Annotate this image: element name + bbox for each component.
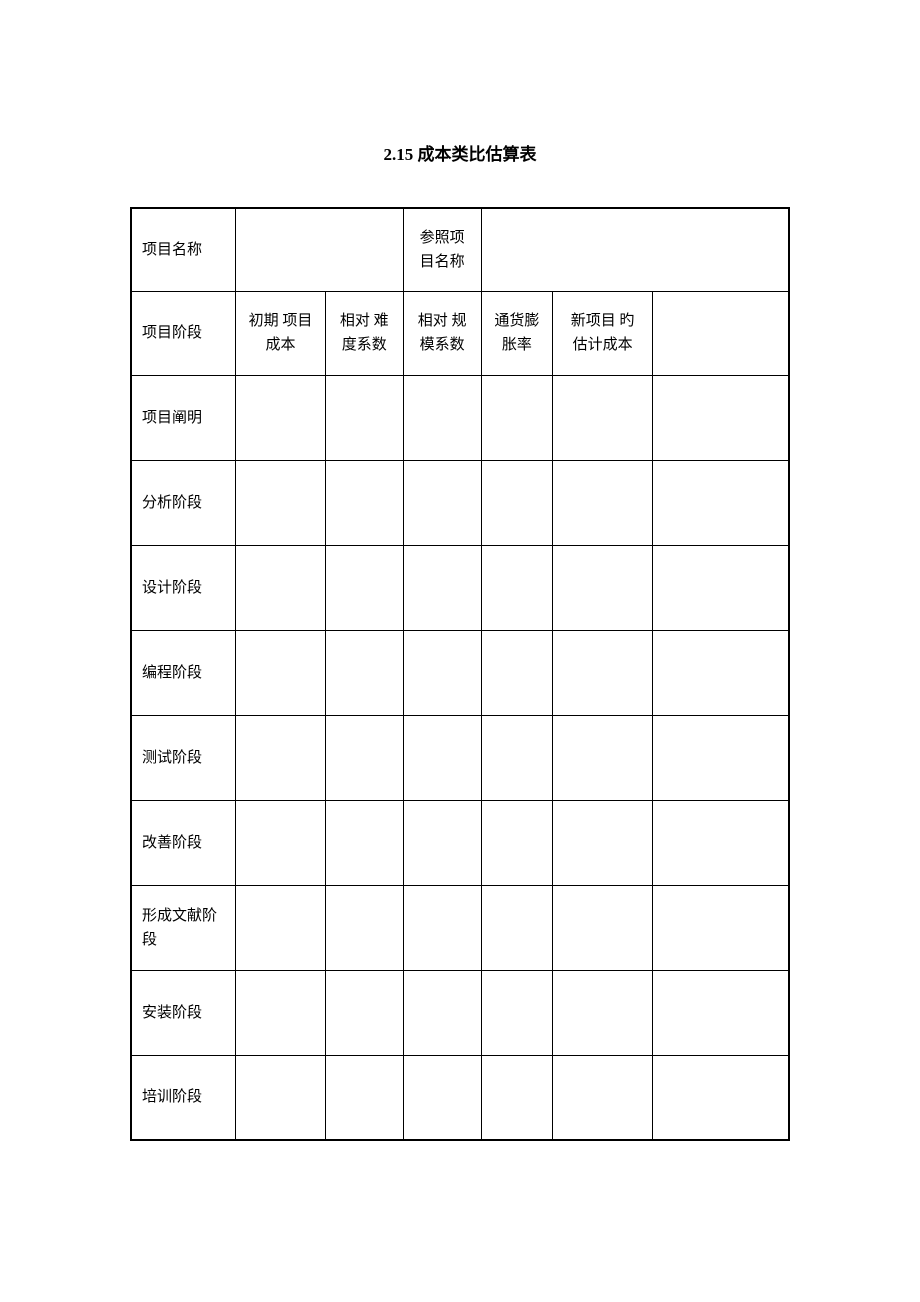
cell-blank: [653, 885, 789, 970]
cell-inflation: [481, 630, 553, 715]
cell-new-cost: [553, 1055, 653, 1140]
cell-initial-cost: [236, 1055, 326, 1140]
cell-blank: [653, 375, 789, 460]
cell-inflation: [481, 970, 553, 1055]
cell-blank: [653, 460, 789, 545]
cell-scale: [403, 375, 481, 460]
cell-blank: [653, 1055, 789, 1140]
cell-scale: [403, 970, 481, 1055]
table-subheader-row: 项目阶段 初期 项目成本 相对 难度系数 相对 规模系数 通货膨胀率 新项目 旳…: [131, 291, 789, 375]
col-header-scale: 相对 规模系数: [403, 291, 481, 375]
document-page: 2.15 成本类比估算表 项目名称 参照项目名称 项目阶段 初期 项目成本 相对…: [0, 0, 920, 1141]
col-header-new-cost: 新项目 旳估计成本: [553, 291, 653, 375]
table-row: 安装阶段: [131, 970, 789, 1055]
cell-initial-cost: [236, 375, 326, 460]
col-header-phase: 项目阶段: [131, 291, 236, 375]
table-header-row: 项目名称 参照项目名称: [131, 208, 789, 291]
row-label: 改善阶段: [131, 800, 236, 885]
col-header-initial-cost: 初期 项目成本: [236, 291, 326, 375]
cell-scale: [403, 715, 481, 800]
cell-inflation: [481, 715, 553, 800]
cell-difficulty: [325, 970, 403, 1055]
table-row: 编程阶段: [131, 630, 789, 715]
cell-blank: [653, 715, 789, 800]
cell-scale: [403, 630, 481, 715]
cell-new-cost: [553, 460, 653, 545]
row-label: 测试阶段: [131, 715, 236, 800]
cell-difficulty: [325, 885, 403, 970]
table-row: 形成文献阶段: [131, 885, 789, 970]
cell-scale: [403, 800, 481, 885]
col-header-difficulty: 相对 难度系数: [325, 291, 403, 375]
cell-difficulty: [325, 545, 403, 630]
row-label: 编程阶段: [131, 630, 236, 715]
table-row: 培训阶段: [131, 1055, 789, 1140]
col-header-inflation: 通货膨胀率: [481, 291, 553, 375]
row-label: 培训阶段: [131, 1055, 236, 1140]
cell-inflation: [481, 375, 553, 460]
cell-new-cost: [553, 715, 653, 800]
cell-new-cost: [553, 800, 653, 885]
row-label: 设计阶段: [131, 545, 236, 630]
col-header-blank: [653, 291, 789, 375]
cell-inflation: [481, 545, 553, 630]
cell-initial-cost: [236, 885, 326, 970]
page-title: 2.15 成本类比估算表: [130, 140, 790, 165]
cell-initial-cost: [236, 970, 326, 1055]
cell-inflation: [481, 460, 553, 545]
row-label: 安装阶段: [131, 970, 236, 1055]
cell-scale: [403, 885, 481, 970]
cell-inflation: [481, 800, 553, 885]
project-name-label: 项目名称: [131, 208, 236, 291]
row-label: 项目阐明: [131, 375, 236, 460]
cell-scale: [403, 1055, 481, 1140]
cell-blank: [653, 800, 789, 885]
table-row: 改善阶段: [131, 800, 789, 885]
row-label: 分析阶段: [131, 460, 236, 545]
reference-project-label: 参照项目名称: [403, 208, 481, 291]
table-row: 分析阶段: [131, 460, 789, 545]
cell-initial-cost: [236, 800, 326, 885]
project-name-value: [236, 208, 404, 291]
cell-difficulty: [325, 375, 403, 460]
table-row: 测试阶段: [131, 715, 789, 800]
cell-blank: [653, 970, 789, 1055]
cell-difficulty: [325, 800, 403, 885]
cell-new-cost: [553, 970, 653, 1055]
cell-inflation: [481, 885, 553, 970]
cell-difficulty: [325, 630, 403, 715]
cell-initial-cost: [236, 715, 326, 800]
table-row: 设计阶段: [131, 545, 789, 630]
cell-blank: [653, 630, 789, 715]
cell-scale: [403, 460, 481, 545]
cell-new-cost: [553, 375, 653, 460]
row-label: 形成文献阶段: [131, 885, 236, 970]
table-row: 项目阐明: [131, 375, 789, 460]
cost-estimate-table: 项目名称 参照项目名称 项目阶段 初期 项目成本 相对 难度系数 相对 规模系数…: [130, 207, 790, 1141]
cell-initial-cost: [236, 460, 326, 545]
cell-difficulty: [325, 460, 403, 545]
cell-new-cost: [553, 545, 653, 630]
cell-scale: [403, 545, 481, 630]
cell-inflation: [481, 1055, 553, 1140]
cell-blank: [653, 545, 789, 630]
cell-new-cost: [553, 630, 653, 715]
cell-initial-cost: [236, 630, 326, 715]
reference-project-value: [481, 208, 789, 291]
cell-new-cost: [553, 885, 653, 970]
cell-initial-cost: [236, 545, 326, 630]
cell-difficulty: [325, 715, 403, 800]
cell-difficulty: [325, 1055, 403, 1140]
